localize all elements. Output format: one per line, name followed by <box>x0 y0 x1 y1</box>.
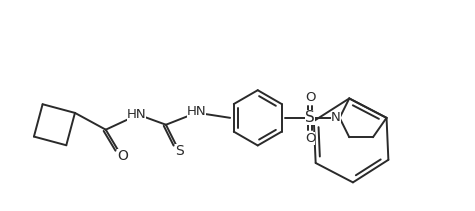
Text: O: O <box>305 132 315 145</box>
Text: O: O <box>117 149 128 163</box>
Text: HN: HN <box>187 106 206 118</box>
Text: S: S <box>305 110 315 125</box>
Text: O: O <box>305 91 315 104</box>
Text: N: N <box>331 111 341 124</box>
Text: S: S <box>175 144 184 158</box>
Text: HN: HN <box>126 108 146 121</box>
